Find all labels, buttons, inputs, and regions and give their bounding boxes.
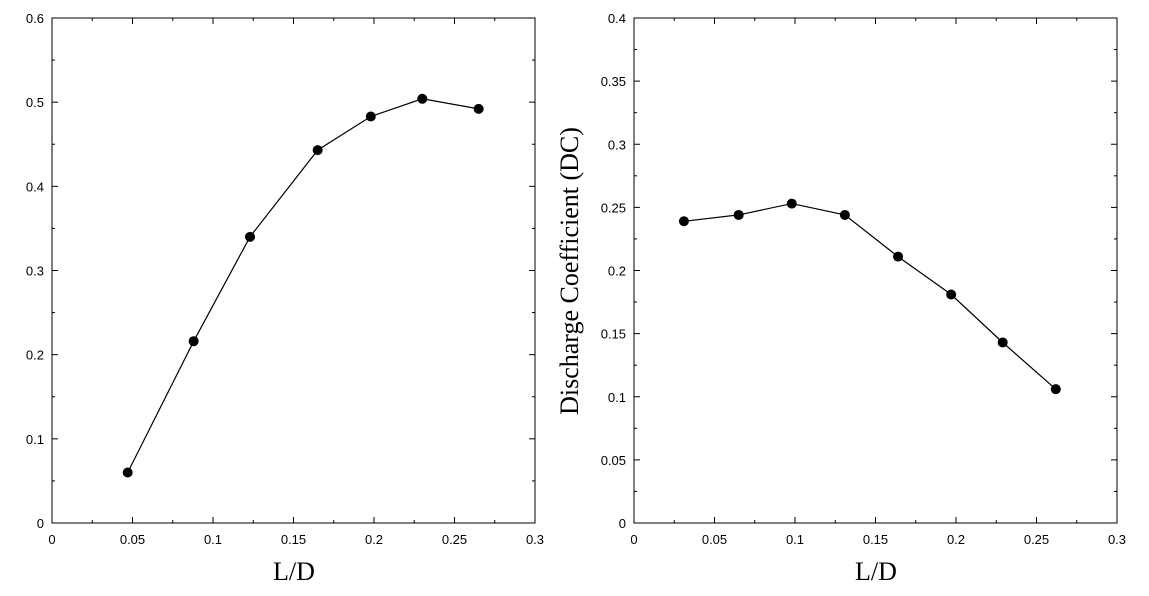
right-y-axis-title: Discharge Coefficient (DC) — [555, 127, 584, 415]
left-series-line — [127, 98, 479, 473]
right-y-tick-label: 0.15 — [601, 327, 626, 342]
right-x-tick-label: 0.05 — [702, 532, 727, 547]
left-y-tick-label: 0.3 — [26, 264, 44, 279]
left-x-tick-label: 0.3 — [526, 532, 544, 547]
left-x-tick-label: 0.1 — [204, 532, 222, 547]
left-data-point — [188, 336, 199, 347]
right-x-tick-label: 0.2 — [947, 532, 965, 547]
right-y-tick-label: 0 — [619, 516, 626, 531]
right-x-tick-label: 0 — [630, 532, 637, 547]
right-data-point — [786, 198, 797, 209]
right-y-tick-label: 0.25 — [601, 200, 626, 215]
right-x-axis-title: L/D — [855, 557, 897, 586]
right-data-point — [678, 216, 689, 227]
right-chart: L/D Discharge Coefficient (DC) 0 0.05 0.1 0… — [555, 11, 1126, 586]
right-data-point — [839, 209, 850, 220]
left-chart: L/D 0 0.05 0.1 0.15 0.2 0.25 0.3 0 0.1 0.2 0.3 0.4 0… — [26, 11, 544, 586]
left-data-point — [417, 93, 428, 104]
right-data-point — [997, 337, 1008, 348]
left-data-point — [312, 145, 323, 156]
left-plot-frame — [51, 17, 536, 524]
left-x-tick-label: 0.05 — [120, 532, 145, 547]
left-y-tick-label: 0.6 — [26, 11, 44, 26]
left-data-point — [245, 231, 256, 242]
right-x-tick-label: 0.1 — [786, 532, 804, 547]
left-data-point — [473, 103, 484, 114]
right-y-tick-label: 0.2 — [608, 264, 626, 279]
right-plot-frame — [633, 17, 1118, 524]
left-y-tick-label: 0.5 — [26, 95, 44, 110]
left-y-tick-label: 0 — [37, 516, 44, 531]
right-data-point — [733, 209, 744, 220]
left-y-tick-label: 0.4 — [26, 179, 44, 194]
right-data-point — [893, 251, 904, 262]
right-x-tick-label: 0.25 — [1024, 532, 1049, 547]
left-x-tick-label: 0 — [48, 532, 55, 547]
right-y-tick-label: 0.4 — [608, 11, 626, 26]
left-y-tick-label: 0.1 — [26, 432, 44, 447]
right-y-tick-label: 0.05 — [601, 453, 626, 468]
right-y-tick-label: 0.3 — [608, 137, 626, 152]
left-data-point — [365, 111, 376, 122]
left-y-tick-label: 0.2 — [26, 348, 44, 363]
left-x-axis-title: L/D — [273, 557, 315, 586]
right-y-tick-label: 0.35 — [601, 74, 626, 89]
right-data-point — [946, 289, 957, 300]
right-y-tick-label: 0.1 — [608, 390, 626, 405]
left-x-tick-label: 0.25 — [442, 532, 467, 547]
left-data-point — [122, 467, 133, 478]
right-series-line — [683, 202, 1057, 390]
right-data-point — [1050, 384, 1061, 395]
left-x-tick-label: 0.2 — [365, 532, 383, 547]
left-x-tick-label: 0.15 — [281, 532, 306, 547]
right-x-tick-label: 0.3 — [1108, 532, 1126, 547]
right-x-tick-label: 0.15 — [863, 532, 888, 547]
